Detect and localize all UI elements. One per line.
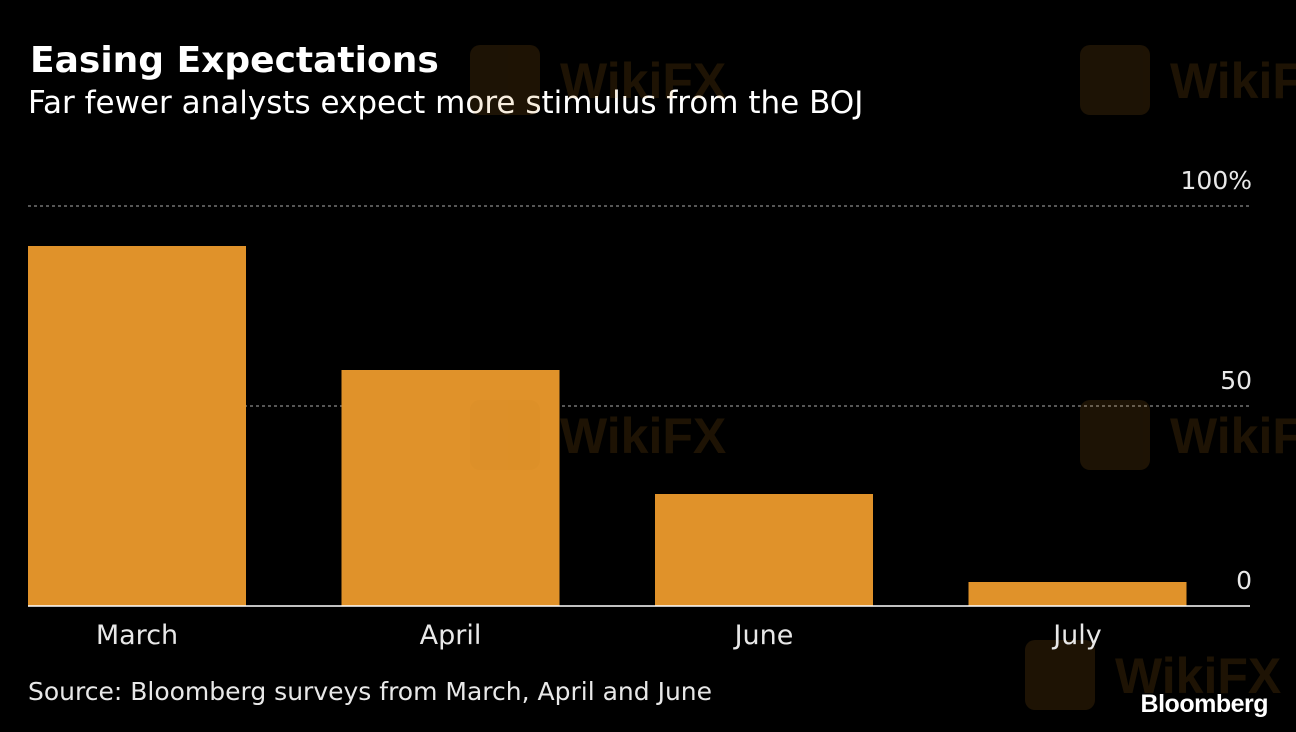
eagle-logo-icon [1080,45,1150,115]
watermark-text: WikiFX [1170,408,1296,464]
bars [28,246,1187,606]
watermark-text: WikiFX [1170,53,1296,109]
bloomberg-logo: Bloomberg [1140,690,1269,718]
eagle-logo-icon [1080,400,1150,470]
x-tick-label: March [96,620,178,651]
watermark-text: WikiFX [560,408,726,464]
chart-title: Easing Expectations [30,40,439,81]
y-tick-label: 0 [1236,566,1252,595]
x-tick-label: June [733,620,794,651]
bar-june [655,494,873,606]
eagle-logo-icon [1025,640,1095,710]
chart-subtitle: Far fewer analysts expect more stimulus … [28,85,864,121]
bar-july [968,582,1187,606]
x-tick-label: April [420,620,482,651]
y-tick-labels: 100% 50 0 [1181,166,1252,595]
bar-april [341,370,560,606]
watermark-text: WikiFX [1115,648,1281,704]
x-tick-labels: March April June July [96,620,1102,651]
source-note: Source: Bloomberg surveys from March, Ap… [28,677,713,706]
bar-march [28,246,246,606]
watermark: WikiFX WikiFX WikiFX WikiFX WikiFX [470,45,1296,710]
x-tick-label: July [1051,620,1102,651]
y-tick-label: 50 [1220,366,1252,395]
eagle-logo-icon [470,45,540,115]
y-tick-label: 100% [1181,166,1252,195]
eagle-logo-icon [470,400,540,470]
watermark-text: WikiFX [560,53,726,109]
